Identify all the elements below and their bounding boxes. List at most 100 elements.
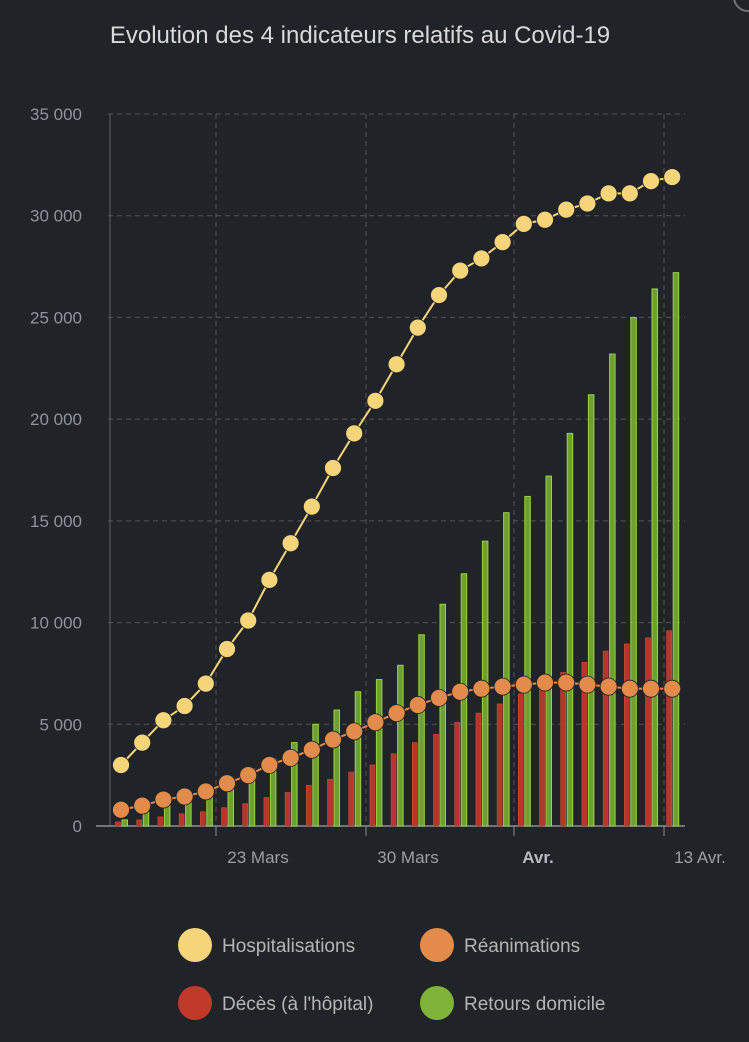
point-réani (430, 688, 448, 707)
legend-label: Décès (à l'hôpital) (222, 994, 373, 1015)
bar-retours (651, 288, 658, 827)
point-réani (302, 740, 321, 759)
legend-label: Hospitalisations (222, 936, 355, 957)
point-réani (281, 748, 300, 767)
bar-deces (581, 661, 588, 827)
bar-deces (327, 778, 333, 827)
legend-label: Réanimations (464, 936, 580, 957)
y-tick-label: 10 000 (30, 614, 82, 633)
legend-swatch (178, 986, 212, 1020)
point-réani (451, 682, 470, 701)
legend-item[interactable]: Hospitalisations (178, 928, 355, 962)
legend: Hospitalisations Réanimations Décès (à l'h… (178, 928, 606, 1020)
bar-deces (136, 819, 142, 827)
point-hospi (620, 184, 639, 203)
point-hospi (324, 459, 342, 477)
point-réani (599, 677, 618, 696)
bar-deces (517, 693, 524, 827)
bar-retours (121, 819, 128, 827)
point-hospi (408, 318, 427, 337)
bar-deces (602, 650, 609, 827)
y-tick-label: 0 (73, 817, 82, 836)
legend-label: Retours domicile (464, 994, 606, 1015)
bar-deces (390, 753, 397, 827)
bar-deces (200, 811, 206, 827)
point-hospi (218, 640, 236, 658)
point-hospi (196, 674, 215, 693)
point-hospi (578, 194, 597, 213)
y-tick-label: 30 000 (30, 207, 82, 226)
legend-item[interactable]: Décès (à l'hôpital) (178, 986, 373, 1020)
point-réani (366, 713, 385, 732)
point-hospi (642, 172, 660, 191)
legend-item[interactable]: Retours domicile (420, 986, 606, 1020)
point-réani (239, 766, 258, 785)
point-réani (472, 679, 491, 698)
chart-title: Evolution des 4 indicateurs relatifs au … (110, 22, 610, 49)
bar-deces (475, 712, 482, 827)
point-hospi (430, 286, 448, 304)
point-réani (557, 673, 576, 692)
bar-deces (560, 672, 567, 827)
point-réani (663, 679, 682, 698)
x-tick-label: Avr. (522, 848, 554, 867)
point-hospi (536, 210, 554, 229)
bar-retours (630, 316, 637, 827)
bar-deces (157, 816, 164, 827)
bar-retours (545, 475, 552, 827)
bar-retours (375, 679, 383, 827)
point-hospi (366, 391, 385, 410)
y-tick-label: 20 000 (30, 410, 82, 429)
point-hospi (472, 249, 491, 268)
point-hospi (281, 534, 300, 553)
point-réani (578, 675, 597, 694)
point-réani (218, 774, 236, 793)
point-réani (493, 677, 512, 696)
bar-deces (369, 764, 376, 827)
bar-retours (587, 394, 595, 827)
legend-swatch (420, 928, 454, 962)
legend-item[interactable]: Réanimations (420, 928, 580, 962)
bar-retours (524, 495, 531, 827)
bar-retours (333, 709, 340, 827)
point-hospi (239, 611, 258, 630)
bar-deces (433, 734, 439, 827)
bar-retours (672, 272, 680, 827)
bar-deces (305, 785, 312, 827)
point-réani (260, 756, 279, 774)
point-réani (154, 790, 173, 809)
x-tick-label: 23 Mars (227, 848, 288, 867)
x-tick-label: 13 Avr. (674, 848, 726, 867)
x-tick-label: 30 Mars (377, 848, 438, 867)
point-hospi (302, 497, 321, 516)
point-hospi (387, 355, 406, 374)
point-réani (387, 704, 406, 722)
bar-deces (454, 721, 461, 827)
bar-retours (354, 691, 362, 827)
point-hospi (345, 424, 364, 443)
bar-retours (609, 353, 616, 827)
bar-retours (312, 723, 319, 827)
bar-retours (503, 512, 510, 827)
point-hospi (663, 168, 682, 186)
point-hospi (599, 184, 618, 203)
point-réani (536, 673, 554, 692)
point-réani (514, 675, 533, 694)
bar-deces (221, 807, 227, 827)
point-réani (324, 730, 342, 749)
point-réani (175, 787, 194, 806)
legend-swatch (420, 986, 454, 1020)
y-tick-label: 5 000 (39, 715, 82, 734)
point-hospi (557, 200, 576, 219)
point-réani (345, 722, 364, 741)
bar-deces (666, 630, 673, 827)
y-tick-label: 15 000 (30, 512, 82, 531)
bar-retours (418, 634, 425, 827)
point-hospi (175, 697, 194, 715)
point-hospi (154, 711, 173, 730)
bar-deces (539, 682, 545, 827)
bar-retours (566, 432, 574, 827)
bar-deces (496, 703, 503, 827)
point-réani (408, 696, 427, 714)
point-hospi (260, 570, 279, 589)
